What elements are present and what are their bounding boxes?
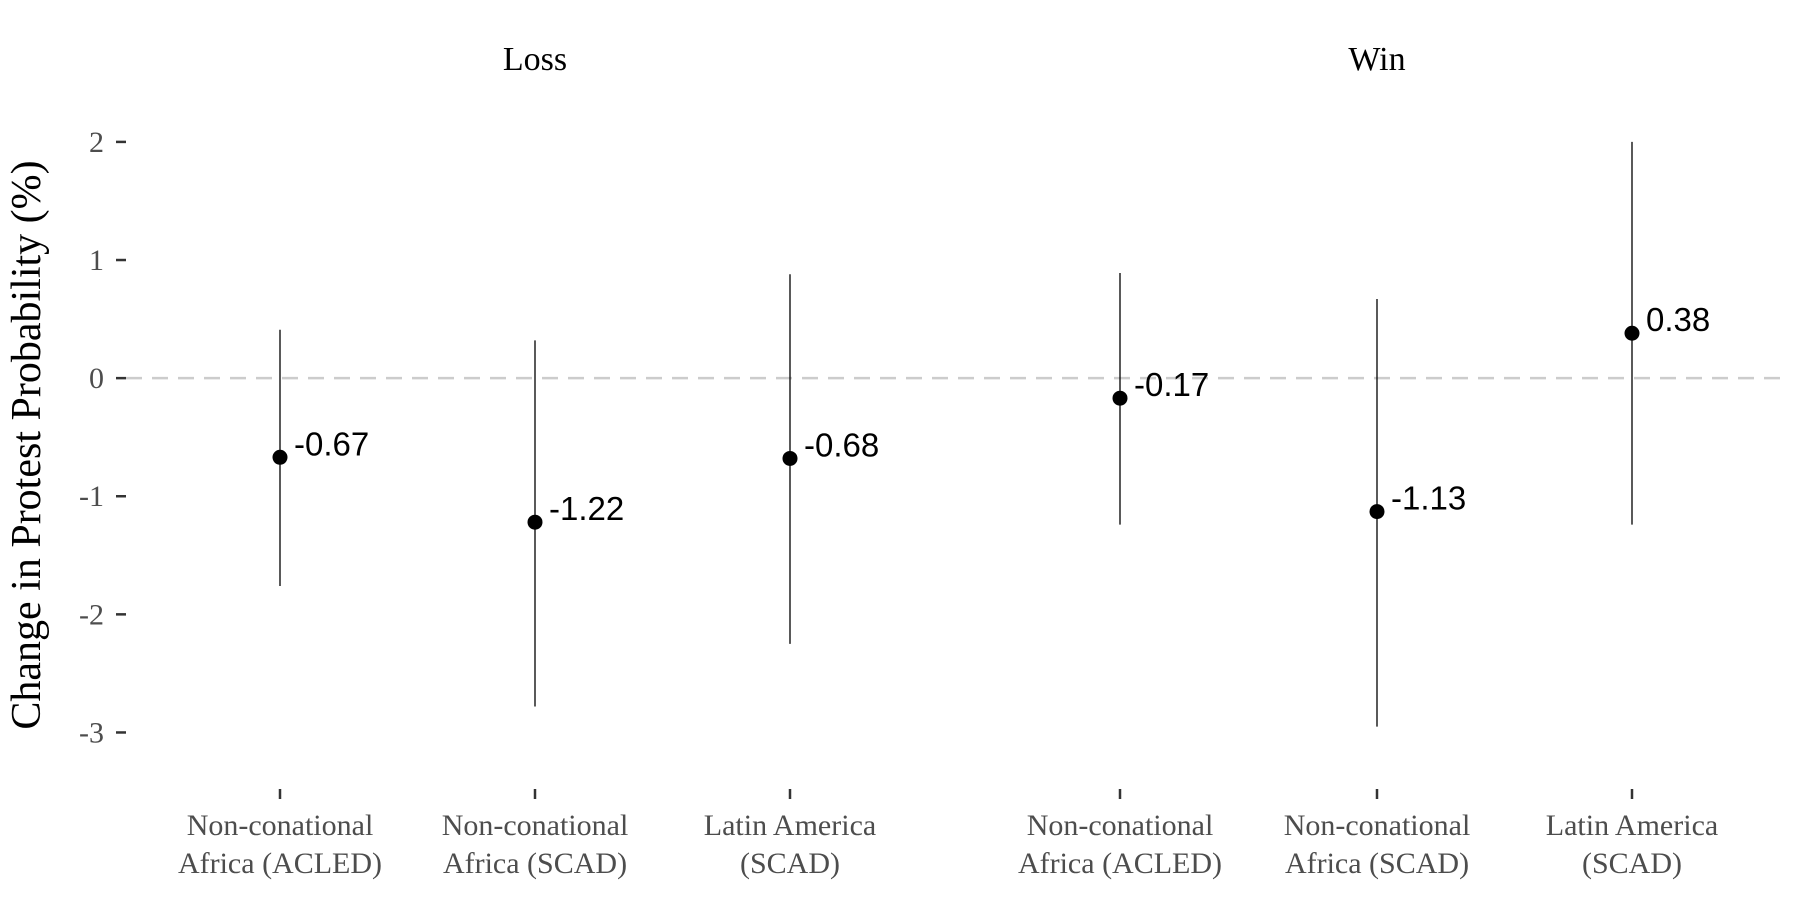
panel-title: Loss [503, 41, 567, 78]
x-tick-label: Africa (ACLED) [178, 847, 382, 880]
y-tick-label: -2 [79, 598, 104, 631]
panel-loss: Loss -0.67 Non-conational Africa (ACLED) -1.… [178, 41, 879, 880]
y-tick-label: 1 [89, 244, 104, 277]
x-tick-label: (SCAD) [740, 847, 840, 880]
x-tick-label: Africa (ACLED) [1018, 847, 1222, 880]
y-tick-label: 2 [89, 126, 104, 159]
estimate-label: -0.17 [1134, 366, 1209, 403]
point-estimate [272, 449, 288, 465]
y-axis-label: Change in Protest Probability (%) [4, 160, 50, 729]
y-tick-label: -1 [79, 480, 104, 513]
x-tick-label: Africa (SCAD) [1285, 847, 1469, 880]
estimate-label: -0.68 [804, 426, 879, 463]
x-tick-label: Latin America [1546, 809, 1718, 842]
x-tick-label: Non-conational [187, 809, 374, 842]
y-tick-label: -3 [79, 716, 104, 749]
panel-title: Win [1348, 41, 1405, 78]
estimate-label: 0.38 [1646, 301, 1710, 338]
point-estimate [782, 450, 798, 466]
y-tick-label: 0 [89, 362, 104, 395]
estimate-label: -1.13 [1391, 480, 1466, 517]
x-tick-label: (SCAD) [1582, 847, 1682, 880]
point-estimate [1624, 325, 1640, 341]
estimate-label: -1.22 [549, 490, 624, 527]
y-axis: 2 1 0 -1 -2 -3 [79, 126, 126, 749]
panel-win: Win -0.17 Non-conational Africa (ACLED) -1.1… [1018, 41, 1718, 880]
panels: Loss -0.67 Non-conational Africa (ACLED) -1.… [178, 41, 1718, 880]
x-tick-label: Latin America [704, 809, 876, 842]
estimate-label: -0.67 [294, 425, 369, 462]
point-estimate [1112, 390, 1128, 406]
x-tick-label: Non-conational [1284, 809, 1471, 842]
point-estimate [1369, 504, 1385, 520]
point-estimate [527, 514, 543, 530]
x-tick-label: Non-conational [1027, 809, 1214, 842]
x-tick-label: Africa (SCAD) [443, 847, 627, 880]
x-tick-label: Non-conational [442, 809, 629, 842]
